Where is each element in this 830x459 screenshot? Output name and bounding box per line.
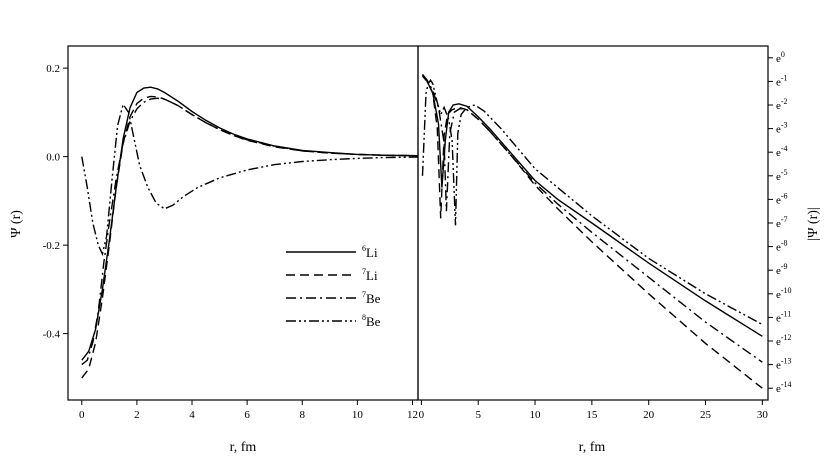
right-y-tick-label: e0: [776, 50, 785, 65]
axis-titles: r, fm r, fm Ψ (r) |Ψ (r)|: [9, 207, 821, 455]
left-x-tick-label: 12: [407, 409, 418, 421]
left-x-axis-title: r, fm: [230, 440, 257, 455]
right-series-6li: [421, 75, 763, 337]
legend: 6Li 7Li 7Be 8Be: [286, 244, 381, 329]
right-x-tick-label: 15: [586, 409, 598, 421]
left-y-tick-label: 0.0: [46, 152, 60, 164]
right-y-tick-label: e-14: [776, 380, 792, 395]
left-x-tick-label: 0: [79, 409, 85, 421]
right-x-axis-title: r, fm: [579, 440, 606, 455]
right-y-tick-label: e-2: [776, 97, 788, 112]
left-x-tick-label: 10: [352, 409, 364, 421]
right-y-tick-label: e-9: [776, 262, 788, 277]
left-x-tick-label: 6: [244, 409, 250, 421]
legend-label: 8Be: [362, 313, 381, 329]
right-x-tick-label: 20: [643, 409, 655, 421]
left-series-8be: [81, 102, 418, 257]
right-y-tick-label: e-7: [776, 215, 788, 230]
right-y-tick-label: e-5: [776, 168, 788, 183]
right-series-7be: [421, 74, 763, 363]
right-series-8be: [421, 78, 763, 326]
left-x-tick-label: 4: [189, 409, 195, 421]
right-y-tick-label: e-10: [776, 286, 792, 301]
right-y-tick-label: e-1: [776, 73, 788, 88]
right-x-tick-label: 5: [475, 409, 481, 421]
right-y-tick-label: e-6: [776, 191, 788, 206]
right-y-tick-label: e-11: [776, 309, 791, 324]
left-x-tick-label: 8: [300, 409, 306, 421]
right-y-tick-label: e-3: [776, 121, 788, 136]
right-y-tick-label: e-12: [776, 333, 792, 348]
right-y-axis-title: |Ψ (r)|: [806, 207, 821, 240]
legend-label: 7Be: [362, 290, 381, 306]
left-series-7li: [81, 95, 418, 379]
left-plot-frame: [67, 45, 419, 401]
right-x-tick-label: 10: [530, 409, 542, 421]
left-y-tick-label: 0.2: [46, 63, 60, 75]
left-x-tick-label: 2: [134, 409, 140, 421]
right-x-tick-label: 30: [757, 409, 769, 421]
left-y-tick-label: -0.4: [43, 329, 61, 341]
legend-label: 6Li: [362, 244, 378, 260]
right-x-tick-label: 25: [700, 409, 712, 421]
legend-label: 7Li: [362, 267, 378, 283]
right-y-tick-label: e-13: [776, 357, 792, 372]
right-y-tick-label: e-8: [776, 239, 788, 254]
right-series-7li: [421, 73, 763, 389]
left-y-tick-label: -0.2: [43, 240, 60, 252]
right-x-tick-label: 0: [419, 409, 425, 421]
left-y-axis-title: Ψ (r): [9, 210, 24, 238]
left-panel: 0 2 4 6 8 10 12 0.2 0.0 -0.2 -0.4: [43, 45, 419, 421]
right-y-tick-label: e-4: [776, 144, 788, 159]
right-panel: 0 5 10 15 20 25 30 e0 e-1 e-2 e-3 e-4 e-5 e-6 e-7 e-8 e-…: [417, 45, 792, 421]
